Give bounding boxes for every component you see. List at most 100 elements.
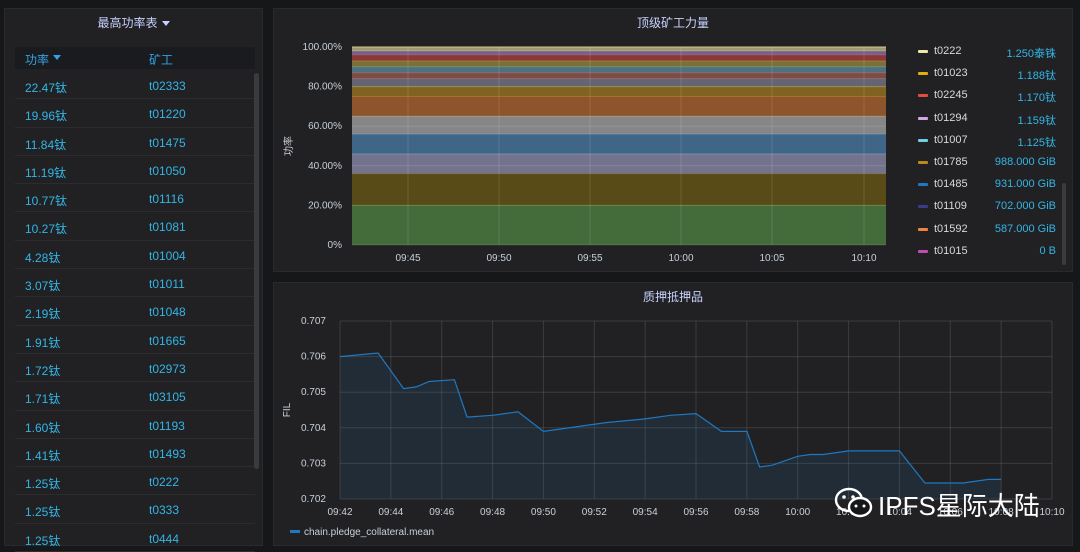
- power-cell: 3.07钛: [25, 279, 61, 294]
- area-band: [352, 47, 886, 51]
- column-miner[interactable]: 矿工: [149, 53, 174, 67]
- table-row[interactable]: 1.25钛 t0222: [15, 467, 255, 496]
- legend-swatch: [918, 72, 928, 76]
- power-cell: 10.27钛: [25, 222, 68, 237]
- x-tick-label: 09:45: [395, 253, 420, 264]
- legend-item[interactable]: t01023 1.188钛: [918, 65, 1058, 87]
- y-axis-label: FIL: [282, 402, 293, 417]
- y-tick-label: 100.00%: [303, 42, 343, 53]
- legend-item[interactable]: t02245 1.170钛: [918, 87, 1058, 109]
- area-band: [352, 134, 886, 154]
- miner-power-title: 顶级矿工力量: [636, 16, 709, 30]
- miner-cell: t0333: [149, 503, 180, 518]
- legend-scrollbar[interactable]: [1062, 183, 1066, 265]
- table-row[interactable]: 11.19钛 t01050: [15, 156, 255, 185]
- table-row[interactable]: 1.91钛 t01665: [15, 326, 255, 354]
- area-band: [352, 78, 886, 87]
- sort-column-power[interactable]: 功率: [25, 51, 62, 68]
- watermark: IPFS星际大陆: [834, 484, 1054, 521]
- legend-name: t01485: [934, 178, 968, 191]
- miner-cell: t01081: [149, 220, 186, 235]
- table-row[interactable]: 1.25钛 t0444: [15, 524, 255, 552]
- table-row[interactable]: 22.47钛 t02333: [15, 71, 255, 100]
- x-tick-label: 10:06: [938, 507, 963, 518]
- legend-value: 1.125钛: [1017, 136, 1056, 149]
- legend-swatch: [918, 116, 928, 120]
- table-row[interactable]: 1.60钛 t01193: [15, 411, 255, 439]
- table-row[interactable]: 3.07钛 t01011: [15, 269, 255, 298]
- watermark-text: IPFS星际大陆: [878, 491, 1040, 521]
- table-row[interactable]: 11.84钛 t01475: [15, 128, 255, 156]
- legend-value: 702.000 GiB: [994, 200, 1056, 213]
- table-row[interactable]: 10.27钛 t01081: [15, 212, 255, 241]
- y-tick-label: 60.00%: [308, 121, 342, 132]
- legend-name: t01592: [934, 222, 968, 235]
- legend-item[interactable]: t01294 1.159钛: [918, 110, 1058, 132]
- legend-item[interactable]: t01785 988.000 GiB: [918, 154, 1058, 176]
- legend-swatch: [918, 183, 928, 187]
- legend-swatch: [918, 50, 928, 53]
- legend-item[interactable]: t01007 1.125钛: [918, 132, 1058, 154]
- legend-value: 988.000 GiB: [994, 156, 1056, 168]
- x-tick-label: 09:42: [327, 507, 352, 518]
- legend-item[interactable]: t01109 702.000 GiB: [918, 198, 1058, 220]
- y-tick-label: 20.00%: [308, 200, 342, 211]
- legend-item[interactable]: t01015 0 B: [918, 243, 1058, 265]
- series-area: [340, 353, 1002, 499]
- area-band: [352, 96, 886, 117]
- miner-cell: t01004: [149, 248, 186, 263]
- legend-value: 1.170钛: [1017, 92, 1056, 105]
- y-tick-label: 0.702: [301, 494, 326, 505]
- x-tick-label: 10:00: [785, 507, 810, 518]
- table-scrollbar[interactable]: [254, 73, 259, 469]
- x-tick-label: 10:00: [668, 253, 693, 264]
- legend-item[interactable]: t0222 1.250泰铢: [918, 43, 1058, 65]
- area-band: [352, 86, 886, 97]
- legend-name: t02245: [934, 89, 968, 102]
- power-cell: 1.91钛: [25, 335, 61, 350]
- power-cell: 2.19钛: [25, 307, 61, 322]
- legend-item[interactable]: t01592 587.000 GiB: [918, 221, 1058, 243]
- y-axis-label: 功率: [282, 136, 295, 156]
- power-table-panel: 最高功率表 功率 矿工 22.47钛 t02333 19.96钛 t01220 11.8…: [4, 8, 263, 552]
- miner-cell: t01011: [149, 277, 185, 292]
- power-table-title[interactable]: 最高功率表: [5, 14, 262, 31]
- power-cell: 19.96钛: [25, 109, 68, 124]
- power-cell: 1.41钛: [25, 448, 61, 463]
- x-tick-label: 10:02: [836, 507, 861, 518]
- y-tick-label: 0.707: [301, 316, 326, 327]
- power-cell: 11.84钛: [25, 137, 67, 152]
- y-tick-label: 0.703: [301, 458, 326, 469]
- legend-value: 931.000 GiB: [994, 178, 1056, 191]
- pledge-collateral-chart[interactable]: 0.702 0.703 0.704 0.705 0.706 0.707 09:42 09:44…: [274, 283, 1072, 545]
- miner-cell: t01475: [149, 135, 186, 150]
- power-cell: 1.25钛: [25, 533, 61, 548]
- table-row[interactable]: 4.28钛 t01004: [15, 241, 255, 270]
- table-row[interactable]: 19.96钛 t01220: [15, 99, 255, 128]
- miner-power-chart[interactable]: 0% 20.00% 40.00% 60.00% 80.00% 100.00% 09:45 09…: [274, 9, 914, 273]
- miner-cell: t03105: [149, 390, 186, 405]
- legend-value: 0 B: [1039, 244, 1056, 257]
- x-tick-label: 10:08: [989, 507, 1014, 518]
- series-line: [339, 352, 1002, 484]
- table-row[interactable]: 1.41钛 t01493: [15, 439, 255, 468]
- x-tick-label: 09:55: [577, 253, 602, 264]
- sort-down-icon: [53, 55, 62, 60]
- pledge-collateral-panel: 质押抵押品 0.702 0.703 0.704 0.705 0.706 0.707 09:4…: [273, 282, 1073, 546]
- x-tick-label: 09:48: [480, 507, 505, 518]
- power-cell: 1.25钛: [25, 505, 61, 520]
- table-row[interactable]: 2.19钛 t01048: [15, 297, 255, 326]
- power-cell: 1.72钛: [25, 363, 61, 378]
- table-row[interactable]: 10.77钛 t01116: [15, 184, 255, 213]
- table-row[interactable]: 1.25钛 t0333: [15, 495, 255, 524]
- table-row[interactable]: 1.71钛 t03105: [15, 382, 255, 411]
- legend-item[interactable]: t01485 931.000 GiB: [918, 176, 1058, 198]
- legend-name: t01015: [934, 244, 968, 257]
- miner-cell: t01665: [149, 333, 186, 348]
- x-tick-label: 10:10: [1039, 507, 1064, 518]
- x-tick-label: 10:04: [887, 507, 912, 518]
- area-band: [352, 173, 886, 206]
- x-tick-label: 10:10: [851, 253, 876, 264]
- legend-swatch: [918, 161, 928, 164]
- table-row[interactable]: 1.72钛 t02973: [15, 354, 255, 383]
